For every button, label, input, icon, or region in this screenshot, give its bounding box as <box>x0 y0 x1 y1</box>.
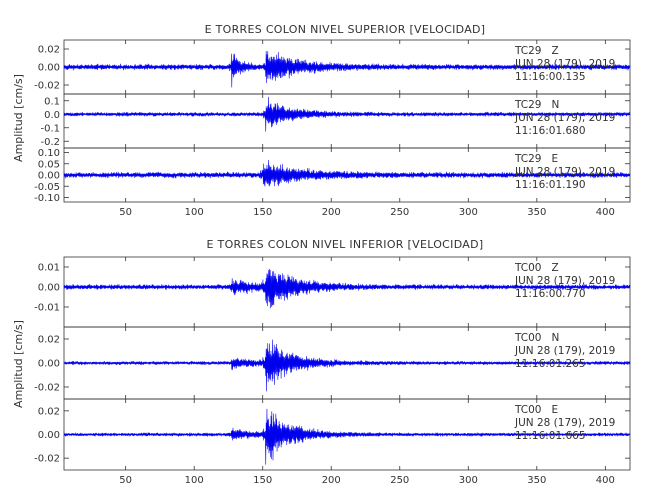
seismic-trace <box>63 50 631 88</box>
y-tick-label: -0.2 <box>40 137 60 148</box>
y-tick-label: 0.00 <box>38 171 60 182</box>
station-component-label: TC00 E <box>514 404 558 416</box>
y-tick-label: -0.10 <box>34 193 60 204</box>
y-axis-label-upper: Amplitud [cm/s] <box>12 74 25 162</box>
x-tick-label: 400 <box>596 207 615 218</box>
station-time-label: 11:16:01.265 <box>515 358 586 370</box>
y-tick-label: 0.0 <box>44 110 60 121</box>
x-tick-label: 350 <box>527 207 546 218</box>
seismic-trace <box>63 408 631 465</box>
y-tick-label: 0.00 <box>38 430 60 441</box>
x-tick-label: 100 <box>185 207 204 218</box>
y-tick-label: 0.1 <box>44 96 60 107</box>
station-component-label: TC29 N <box>514 99 559 111</box>
x-tick-label: 200 <box>322 207 341 218</box>
station-date-label: JUN 28 (179), 2019 <box>514 417 615 429</box>
x-tick-label: 150 <box>253 475 272 486</box>
station-component-label: TC00 N <box>514 332 559 344</box>
station-date-label: JUN 28 (179), 2019 <box>514 58 615 70</box>
y-tick-label: 0.10 <box>38 148 60 159</box>
station-date-label: JUN 28 (179), 2019 <box>514 275 615 287</box>
seismic-trace <box>63 268 631 309</box>
y-tick-label: -0.1 <box>40 123 60 134</box>
station-time-label: 11:16:01.680 <box>515 125 586 137</box>
x-tick-label: 50 <box>119 207 132 218</box>
x-tick-label: 150 <box>253 207 272 218</box>
x-tick-label: 50 <box>119 475 132 486</box>
y-tick-label: 0.02 <box>38 406 60 417</box>
station-component-label: TC29 Z <box>514 45 559 57</box>
y-tick-label: 0.02 <box>38 335 60 346</box>
y-tick-label: -0.05 <box>34 182 60 193</box>
x-tick-label: 300 <box>459 207 478 218</box>
y-tick-label: 0.00 <box>38 359 60 370</box>
y-axis-label-lower: Amplitud [cm/s] <box>12 320 25 408</box>
chart-title-upper: E TORRES COLON NIVEL SUPERIOR [VELOCIDAD… <box>205 23 486 36</box>
seismic-trace <box>63 96 631 132</box>
chart-title-lower: E TORRES COLON NIVEL INFERIOR [VELOCIDAD… <box>207 238 484 251</box>
y-tick-label: -0.02 <box>34 383 60 394</box>
y-tick-label: -0.02 <box>34 454 60 465</box>
station-component-label: TC29 E <box>514 153 558 165</box>
y-tick-label: 0.02 <box>38 45 60 56</box>
x-tick-label: 350 <box>527 475 546 486</box>
x-tick-label: 200 <box>322 475 341 486</box>
x-tick-label: 300 <box>459 475 478 486</box>
x-tick-label: 250 <box>390 475 409 486</box>
station-date-label: JUN 28 (179), 2019 <box>514 166 615 178</box>
y-tick-label: -0.02 <box>34 81 60 92</box>
station-date-label: JUN 28 (179), 2019 <box>514 345 615 357</box>
station-time-label: 11:16:01.665 <box>515 430 586 442</box>
y-tick-label: 0.00 <box>38 283 60 294</box>
seismic-trace <box>63 159 631 187</box>
x-tick-label: 100 <box>185 475 204 486</box>
y-tick-label: 0.01 <box>38 263 60 274</box>
station-time-label: 11:16:00.770 <box>515 288 586 300</box>
station-time-label: 11:16:01.190 <box>515 179 586 191</box>
y-tick-label: 0.00 <box>38 63 60 74</box>
y-tick-label: -0.01 <box>34 303 60 314</box>
station-time-label: 11:16:00.135 <box>515 71 586 83</box>
x-tick-label: 400 <box>596 475 615 486</box>
station-date-label: JUN 28 (179), 2019 <box>514 112 615 124</box>
seismic-trace <box>63 339 631 392</box>
station-component-label: TC00 Z <box>514 262 559 274</box>
y-tick-label: 0.05 <box>38 159 60 170</box>
x-tick-label: 250 <box>390 207 409 218</box>
